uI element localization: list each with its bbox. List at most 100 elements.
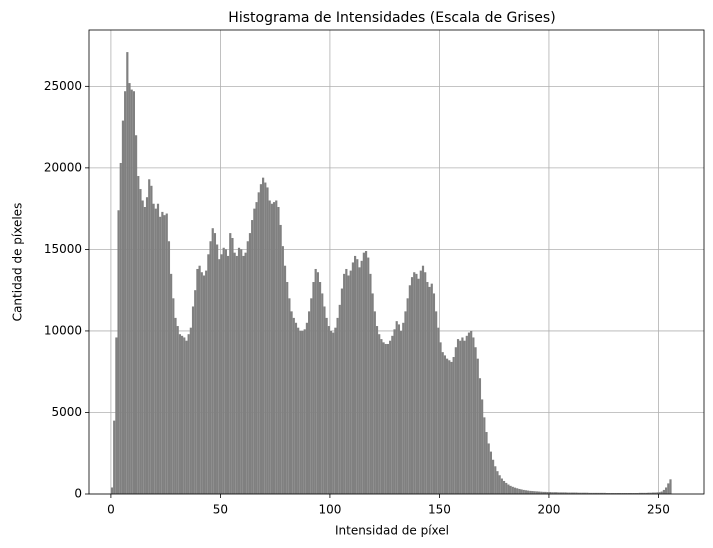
bar [163,215,166,494]
bar [187,334,190,494]
bar [332,332,335,494]
bar [198,265,201,494]
bar [570,492,574,494]
bar [345,268,348,494]
bar [531,491,534,494]
bar [170,273,173,494]
bar [494,466,497,494]
x-tick-label: 0 [107,503,115,517]
bar [669,479,672,494]
bar [224,249,227,494]
bar [364,251,368,494]
bar [601,492,604,494]
bar [419,270,422,494]
bar [165,213,168,494]
bar [292,317,295,494]
bar [496,471,499,494]
bar [216,244,219,494]
bar [597,492,600,494]
bar [349,270,352,494]
bar [509,485,512,494]
bar [185,340,188,494]
bar [233,252,236,494]
bar [380,339,383,494]
bar [476,358,479,494]
bar [522,489,525,494]
bar [404,311,407,494]
bar [272,202,276,494]
bar [141,200,144,494]
bar [340,288,344,494]
bar [373,311,376,494]
bar [568,492,571,494]
bar [406,298,409,494]
bar [327,326,330,494]
bar [323,306,326,494]
y-axis-label: Cantidad de píxeles [11,203,25,322]
bar [213,233,217,495]
bar [432,293,436,494]
bar [410,277,414,494]
bar [610,493,613,494]
bar [599,492,602,494]
bar [548,492,552,494]
bar [511,486,514,494]
bar [463,340,466,494]
bar [461,337,464,494]
bar [369,273,372,494]
bar [660,491,663,494]
bar [583,492,587,494]
bar [527,490,530,494]
bar [150,185,153,495]
bar [507,484,510,494]
bar [222,247,225,494]
bar [555,492,558,494]
bar [237,247,241,494]
bar [483,417,486,494]
bar [629,493,633,494]
bar [159,216,162,494]
bar [459,340,462,494]
bar [268,200,271,494]
bar [253,208,256,494]
bar [305,322,309,494]
bar [124,91,127,494]
bar [498,475,501,494]
bar [113,420,116,494]
bar [288,298,291,494]
x-axis-label: Intensidad de píxel [335,524,449,538]
x-tick-label: 150 [428,503,451,517]
bar [286,282,289,494]
bar [205,270,208,494]
bar [408,285,411,494]
bar [397,324,401,494]
bar [470,330,473,494]
bar [590,492,593,494]
bar [264,182,267,495]
bar [121,120,125,494]
bar [325,317,328,494]
bar [395,321,398,494]
bar [154,208,157,494]
bar [485,432,488,494]
x-tick-label: 200 [537,503,560,517]
bar [262,177,265,494]
bar [202,275,206,494]
bar [443,355,446,494]
bar [384,343,387,494]
bar [354,255,357,494]
bar [200,272,203,494]
bar [321,293,324,494]
bar [603,492,606,494]
bar [520,489,523,494]
bar [487,443,490,494]
bar [656,492,659,494]
bar [240,249,243,494]
bar [592,492,595,494]
bar [139,189,142,495]
bar [518,488,521,494]
y-tick-label: 0 [74,487,82,501]
bar [343,273,346,494]
bar [562,492,565,494]
